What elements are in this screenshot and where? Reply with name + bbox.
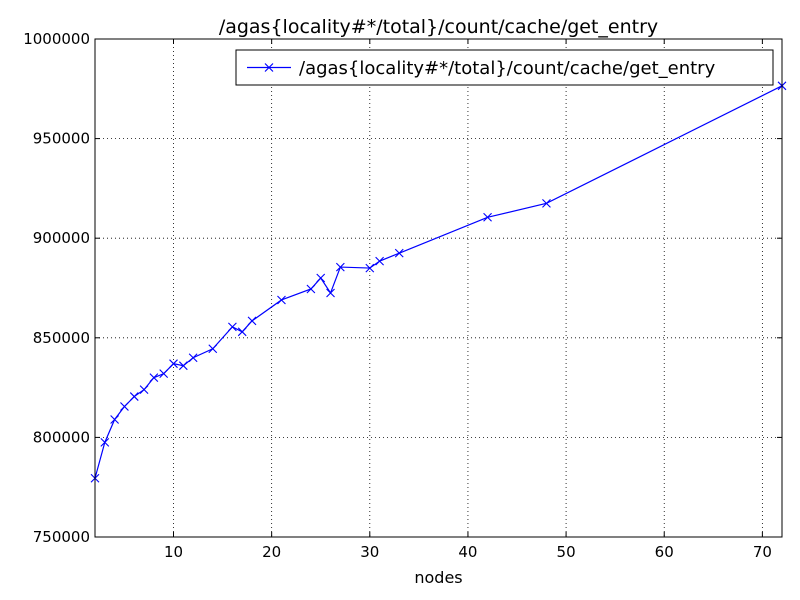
series-line (94, 85, 783, 479)
data-point-marker (178, 361, 188, 371)
x-tick-label: 50 (557, 543, 576, 561)
legend: /agas{locality#*/total}/count/cache/get_… (235, 49, 774, 86)
legend-marker-icon (264, 63, 274, 72)
x-tick-label: 60 (655, 543, 674, 561)
plot-frame (94, 38, 783, 538)
data-point-marker (149, 373, 159, 383)
data-point-marker (237, 327, 247, 337)
x-tick-label: 10 (164, 543, 183, 561)
data-point-marker (208, 344, 218, 354)
data-point-marker (169, 359, 178, 369)
x-tick-label: 30 (360, 543, 379, 561)
y-tick-label: 800000 (33, 428, 90, 446)
chart-title: /agas{locality#*/total}/count/cache/get_… (219, 16, 658, 38)
x-axis-label: nodes (414, 568, 462, 587)
grid-lines (95, 38, 782, 538)
data-point-marker (306, 284, 316, 294)
data-point-marker (326, 288, 335, 298)
data-point-marker (188, 353, 198, 363)
data-point-marker (129, 392, 139, 401)
data-point-marker (542, 198, 551, 208)
data-point-marker (159, 369, 169, 379)
y-tick-label: 850000 (33, 329, 90, 347)
data-point-marker (365, 263, 375, 273)
plot-area (90, 81, 787, 483)
data-point-marker (139, 385, 149, 394)
x-tick-label: 40 (458, 543, 477, 561)
data-point-marker (100, 437, 110, 447)
y-tick-label: 900000 (33, 229, 90, 247)
data-point-marker (316, 273, 326, 283)
axis-ticks: 10 20 30 40 50 60 70 750000 800000 850000 900000 95… (23, 30, 782, 561)
y-tick-label: 750000 (33, 528, 90, 546)
x-tick-label: 70 (753, 543, 772, 561)
data-point-marker (247, 316, 257, 326)
data-point-marker (483, 212, 492, 222)
data-point-marker (120, 402, 129, 411)
data-point-marker (394, 248, 404, 258)
data-point-marker (375, 256, 385, 266)
legend-box (235, 49, 774, 86)
y-tick-label: 950000 (33, 130, 90, 148)
x-tick-label: 20 (262, 543, 281, 561)
data-point-marker (110, 415, 120, 424)
legend-series-label: /agas{locality#*/total}/count/cache/get_… (299, 58, 716, 79)
data-point-marker (228, 322, 237, 332)
data-point-marker (277, 295, 286, 305)
y-tick-label: 1000000 (23, 30, 90, 48)
data-point-marker (335, 262, 345, 272)
